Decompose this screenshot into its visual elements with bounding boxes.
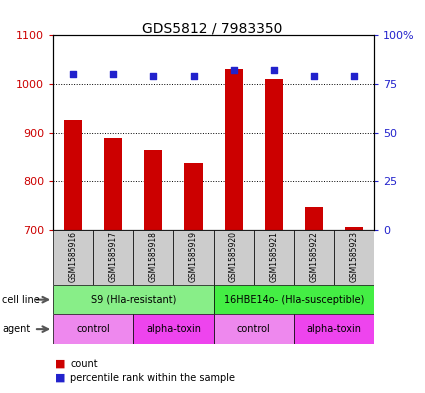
Bar [64, 121, 82, 230]
Bar [213, 230, 254, 285]
Point [70, 71, 76, 77]
Bar [213, 285, 374, 314]
Bar [93, 230, 133, 285]
Text: ■: ■ [55, 358, 66, 369]
Point [150, 73, 157, 79]
Text: GSM1585919: GSM1585919 [189, 231, 198, 282]
Text: GSM1585916: GSM1585916 [69, 231, 78, 282]
Bar [345, 227, 363, 230]
Text: GSM1585922: GSM1585922 [309, 231, 318, 282]
Bar [224, 70, 243, 230]
Bar [305, 207, 323, 230]
Bar [173, 230, 213, 285]
Text: GSM1585921: GSM1585921 [269, 231, 278, 282]
Bar [104, 138, 122, 230]
Bar [254, 230, 294, 285]
Text: cell line: cell line [2, 295, 40, 305]
Text: GSM1585920: GSM1585920 [229, 231, 238, 282]
Text: control: control [237, 324, 271, 334]
Point [310, 73, 317, 79]
Point [270, 67, 277, 73]
Text: agent: agent [2, 324, 30, 334]
Text: ■: ■ [55, 373, 66, 383]
Bar [294, 314, 374, 344]
Text: GDS5812 / 7983350: GDS5812 / 7983350 [142, 22, 283, 36]
Bar [133, 314, 213, 344]
Text: count: count [70, 358, 98, 369]
Text: control: control [76, 324, 110, 334]
Bar [144, 150, 162, 230]
Bar [184, 163, 203, 230]
Bar [213, 314, 294, 344]
Bar [133, 230, 173, 285]
Bar [334, 230, 374, 285]
Bar [294, 230, 334, 285]
Point [230, 67, 237, 73]
Text: percentile rank within the sample: percentile rank within the sample [70, 373, 235, 383]
Bar [53, 314, 133, 344]
Text: 16HBE14o- (Hla-susceptible): 16HBE14o- (Hla-susceptible) [224, 295, 364, 305]
Point [351, 73, 357, 79]
Bar [265, 79, 283, 230]
Text: alpha-toxin: alpha-toxin [146, 324, 201, 334]
Text: GSM1585918: GSM1585918 [149, 231, 158, 282]
Bar [53, 285, 213, 314]
Point [110, 71, 117, 77]
Text: GSM1585923: GSM1585923 [349, 231, 358, 282]
Text: GSM1585917: GSM1585917 [109, 231, 118, 282]
Point [190, 73, 197, 79]
Text: alpha-toxin: alpha-toxin [306, 324, 361, 334]
Bar [53, 230, 93, 285]
Text: S9 (Hla-resistant): S9 (Hla-resistant) [91, 295, 176, 305]
